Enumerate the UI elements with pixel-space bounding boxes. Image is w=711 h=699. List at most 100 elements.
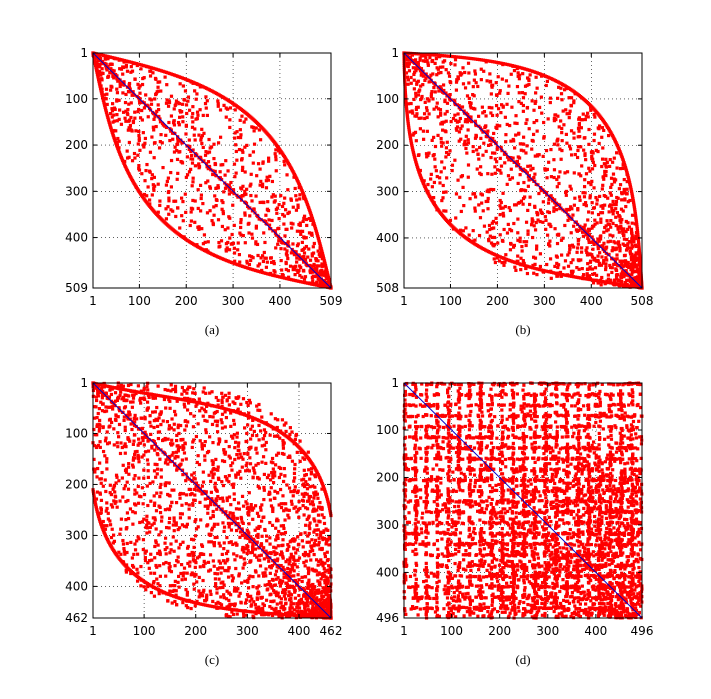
data-point bbox=[100, 77, 104, 81]
data-point bbox=[587, 166, 591, 170]
data-point bbox=[94, 504, 98, 508]
data-point bbox=[279, 275, 283, 279]
data-point bbox=[280, 204, 285, 209]
data-point bbox=[519, 167, 523, 171]
x-tick-label: 100 bbox=[128, 294, 151, 308]
data-point bbox=[143, 179, 147, 183]
data-point bbox=[228, 408, 232, 412]
data-point bbox=[548, 239, 552, 243]
data-point bbox=[516, 132, 521, 136]
data-point bbox=[451, 227, 456, 231]
data-point bbox=[591, 272, 595, 276]
data-point bbox=[477, 124, 481, 128]
data-point bbox=[323, 489, 327, 493]
data-point bbox=[214, 204, 218, 208]
data-point bbox=[291, 268, 295, 272]
data-point bbox=[94, 497, 99, 501]
data-point bbox=[115, 143, 120, 147]
data-point bbox=[315, 233, 320, 237]
data-point bbox=[444, 119, 448, 123]
data-point bbox=[454, 216, 458, 220]
y-tick-label: 100 bbox=[65, 92, 88, 106]
data-point bbox=[415, 82, 419, 86]
data-point bbox=[406, 64, 410, 69]
data-point bbox=[498, 61, 502, 65]
data-point bbox=[638, 258, 642, 262]
data-point bbox=[515, 121, 519, 126]
data-point bbox=[608, 281, 613, 285]
data-point bbox=[412, 72, 416, 77]
data-point bbox=[249, 172, 253, 176]
data-point bbox=[577, 276, 581, 280]
data-point bbox=[518, 142, 522, 146]
data-point bbox=[481, 58, 485, 62]
data-point bbox=[265, 175, 269, 179]
data-point bbox=[245, 187, 249, 191]
data-point bbox=[558, 270, 563, 275]
data-point bbox=[616, 225, 620, 229]
data-point bbox=[466, 163, 471, 167]
data-point bbox=[512, 221, 516, 226]
data-point bbox=[272, 259, 276, 264]
data-point bbox=[572, 245, 576, 249]
data-point bbox=[416, 105, 420, 109]
data-point bbox=[615, 257, 619, 261]
data-point bbox=[604, 169, 608, 174]
data-point bbox=[639, 281, 643, 285]
data-point bbox=[228, 511, 232, 515]
x-tick-label: 1 bbox=[89, 294, 97, 308]
data-point bbox=[271, 273, 276, 277]
data-point bbox=[173, 564, 177, 568]
data-point bbox=[120, 81, 124, 85]
data-point bbox=[183, 98, 187, 102]
data-point bbox=[242, 265, 246, 269]
data-point bbox=[153, 544, 157, 549]
data-point bbox=[535, 273, 539, 277]
data-point bbox=[541, 269, 545, 274]
data-point bbox=[450, 163, 455, 167]
data-point bbox=[117, 139, 121, 143]
data-point bbox=[513, 265, 517, 269]
data-point bbox=[612, 156, 616, 160]
data-point bbox=[524, 220, 529, 224]
data-point bbox=[127, 119, 131, 123]
data-point bbox=[157, 146, 162, 150]
data-point bbox=[222, 525, 227, 529]
data-point bbox=[282, 214, 287, 218]
data-point bbox=[579, 145, 583, 149]
data-point bbox=[190, 184, 194, 188]
data-point bbox=[580, 118, 585, 122]
data-point bbox=[250, 236, 255, 240]
data-point bbox=[403, 64, 408, 68]
data-point bbox=[440, 198, 444, 203]
data-point bbox=[135, 449, 139, 454]
data-point bbox=[109, 67, 113, 71]
data-point bbox=[431, 154, 435, 158]
data-point bbox=[600, 126, 604, 130]
data-point bbox=[505, 122, 509, 127]
data-point bbox=[187, 170, 192, 174]
data-point bbox=[230, 409, 234, 413]
data-point bbox=[599, 211, 603, 215]
data-point bbox=[206, 179, 210, 183]
data-point bbox=[211, 513, 215, 518]
y-tick-label: 200 bbox=[376, 138, 399, 152]
data-point bbox=[488, 80, 492, 84]
data-point bbox=[222, 190, 226, 194]
data-point bbox=[137, 129, 141, 134]
data-point bbox=[624, 229, 628, 234]
data-point bbox=[284, 267, 288, 272]
data-point bbox=[487, 190, 491, 194]
data-point bbox=[233, 259, 237, 263]
data-point bbox=[432, 135, 436, 139]
data-point bbox=[125, 111, 129, 115]
data-point bbox=[526, 229, 530, 233]
data-point bbox=[421, 74, 425, 78]
data-point bbox=[572, 171, 576, 175]
data-point bbox=[552, 168, 557, 172]
data-point bbox=[577, 129, 581, 133]
data-point bbox=[134, 62, 138, 66]
data-point bbox=[112, 113, 116, 117]
data-point bbox=[302, 216, 306, 220]
data-point bbox=[199, 193, 204, 197]
